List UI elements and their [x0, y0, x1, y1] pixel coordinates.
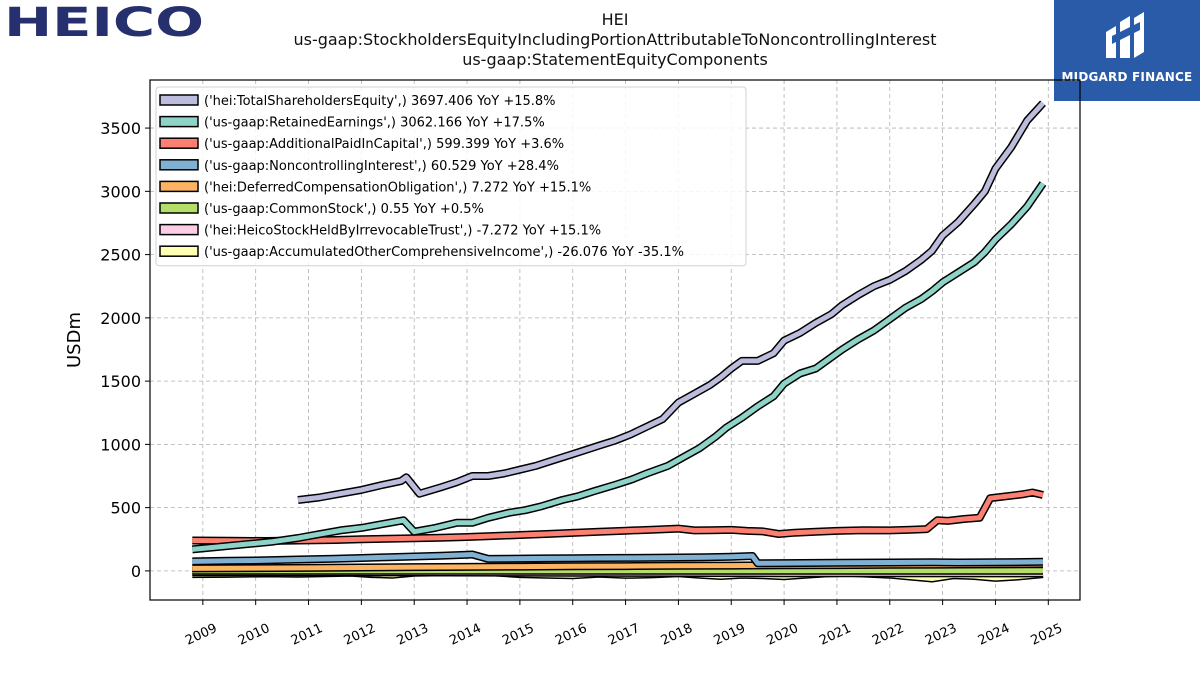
series-line-3	[192, 552, 1044, 566]
y-tick-label: 3500	[100, 119, 141, 138]
x-tick-label: 2020	[764, 621, 800, 649]
legend-swatch	[159, 94, 199, 106]
legend-swatch	[159, 159, 199, 171]
x-tick-label: 2011	[289, 621, 325, 649]
legend-label: ('us-gaap:RetainedEarnings',) 3062.166 Y…	[204, 116, 545, 131]
legend-frame	[155, 86, 747, 267]
x-axis-ticks: 2009 2010 2011 2012 2013 2014 2015 2016 2017 2018…	[183, 600, 1065, 649]
y-tick-label: 1000	[100, 435, 141, 454]
y-tick-label: 2500	[100, 246, 141, 265]
legend-label: ('hei:DeferredCompensationObligation',) …	[204, 180, 591, 195]
x-tick-label: 2012	[342, 621, 378, 649]
series-line-2	[192, 490, 1044, 544]
x-tick-label: 2015	[500, 621, 536, 649]
legend-swatch	[159, 180, 199, 193]
legend-swatch	[159, 137, 199, 149]
y-axis-label: USDm	[64, 312, 85, 368]
x-tick-label: 2013	[395, 621, 431, 649]
x-tick-label: 2022	[870, 621, 906, 649]
series-line-1	[192, 182, 1046, 552]
heico-logo: HEICO	[4, 2, 204, 42]
legend-swatch	[159, 115, 199, 128]
y-tick-label: 1500	[100, 372, 141, 391]
legend-swatch	[159, 223, 199, 236]
x-tick-label: 2016	[553, 621, 589, 649]
plot-frame	[149, 79, 1081, 601]
y-tick-label: 3000	[100, 182, 141, 201]
series-line-0	[297, 101, 1045, 503]
legend-label: ('us-gaap:AccumulatedOtherComprehensiveI…	[204, 245, 684, 260]
y-tick-label: 500	[110, 499, 141, 518]
midgard-emblem-icon	[1106, 12, 1144, 58]
legend-swatch	[159, 245, 199, 257]
x-tick-label: 2017	[606, 621, 642, 649]
x-tick-label: 2023	[923, 621, 959, 649]
chart-title-line-1: HEI	[601, 10, 629, 29]
chart-titles: HEI us-gaap:StockholdersEquityIncludingP…	[150, 10, 1080, 70]
legend-label: ('us-gaap:NoncontrollingInterest',) 60.5…	[204, 159, 559, 174]
legend-label: ('us-gaap:AdditionalPaidInCapital',) 599…	[204, 137, 564, 152]
midgard-finance-brand-text: MIDGARD FINANCE	[1061, 70, 1193, 84]
x-tick-label: 2018	[659, 621, 695, 649]
x-tick-label: 2024	[976, 621, 1012, 649]
x-tick-label: 2010	[236, 621, 272, 649]
y-tick-label: 0	[131, 562, 141, 581]
legend-swatch	[159, 202, 199, 214]
legend: ('hei:TotalShareholdersEquity',) 3697.40…	[155, 86, 747, 267]
legend-label: ('hei:HeicoStockHeldByIrrevocableTrust',…	[204, 224, 601, 239]
legend-label: ('hei:TotalShareholdersEquity',) 3697.40…	[204, 94, 556, 109]
series-lines	[191, 100, 1047, 583]
midgard-finance-logo: MIDGARD FINANCE	[1054, 0, 1200, 101]
y-axis-ticks: 0 500 1000 1500 2000 2500 3000 3500	[100, 119, 150, 581]
x-tick-label: 2009	[183, 621, 219, 649]
x-tick-label: 2025	[1029, 621, 1065, 649]
x-tick-label: 2014	[447, 621, 483, 649]
x-tick-label: 2019	[712, 621, 748, 649]
chart-title-line-2: us-gaap:StockholdersEquityIncludingPorti…	[293, 30, 937, 49]
y-tick-label: 2000	[100, 309, 141, 328]
chart-title-line-3: us-gaap:StatementEquityComponents	[462, 50, 768, 69]
heico-logo-text: HEICO	[4, 2, 204, 42]
legend-label: ('us-gaap:CommonStock',) 0.55 YoY +0.5%	[204, 202, 484, 217]
x-tick-label: 2021	[817, 621, 853, 649]
